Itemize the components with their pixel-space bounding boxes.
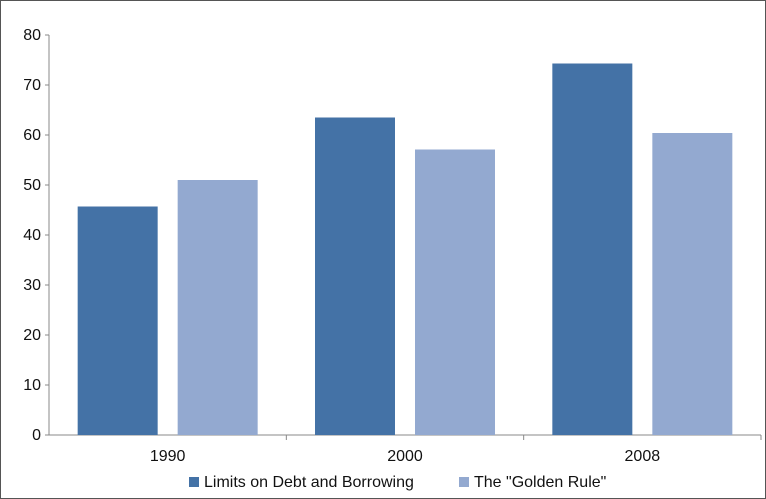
bar-1990-series-1 — [77, 206, 158, 435]
bar-1990-series-2 — [177, 180, 258, 435]
y-tick-label: 70 — [23, 77, 41, 94]
y-tick-label: 80 — [23, 27, 41, 44]
bar-2008-series-2 — [652, 133, 733, 435]
legend-swatch-series-1 — [189, 477, 199, 487]
y-tick-label: 0 — [32, 427, 41, 444]
y-tick-label: 50 — [23, 177, 41, 194]
legend: Limits on Debt and Borrowing The "Golden … — [189, 474, 606, 491]
x-tick-label-2008: 2008 — [625, 448, 661, 465]
x-tick-label-1990: 1990 — [150, 448, 186, 465]
legend-label-series-1: Limits on Debt and Borrowing — [204, 474, 414, 491]
bar-2000-series-1 — [315, 117, 395, 435]
y-tick-label: 20 — [23, 327, 41, 344]
bar-2000-series-2 — [415, 149, 495, 435]
bar-2008-series-1 — [552, 63, 633, 435]
y-axis: 0 10 20 30 40 50 60 70 80 — [23, 27, 50, 444]
legend-label-series-2: The "Golden Rule" — [474, 474, 606, 491]
legend-swatch-series-2 — [459, 477, 469, 487]
x-axis: 1990 2000 2008 — [49, 434, 762, 465]
y-tick-label: 30 — [23, 277, 41, 294]
y-tick-label: 10 — [23, 377, 41, 394]
x-tick-label-2000: 2000 — [387, 448, 423, 465]
y-tick-label: 60 — [23, 127, 41, 144]
bars — [77, 63, 733, 435]
y-tick-label: 40 — [23, 227, 41, 244]
